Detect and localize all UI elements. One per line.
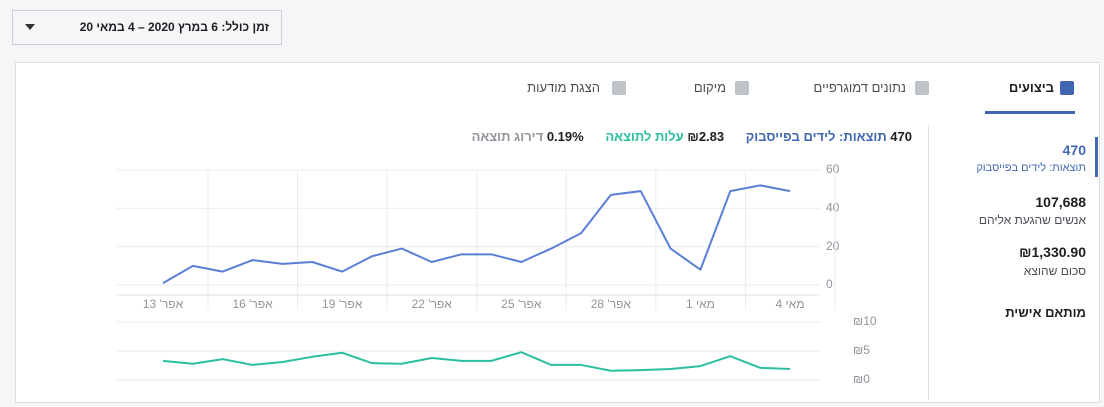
y-tick-label: 40 <box>826 201 840 215</box>
date-range-button[interactable]: זמן כולל: 6 במרץ 2020 – 4 במאי 20 <box>12 10 282 45</box>
x-tick-label: מאי 4 <box>776 297 805 311</box>
y-tick-label: 60 <box>826 162 840 176</box>
tab-icon <box>1060 81 1074 95</box>
headline-label: עלות לתוצאה <box>605 129 684 144</box>
x-tick-label: מאי 1 <box>686 297 715 311</box>
metric-value[interactable]: 470 <box>1062 142 1086 158</box>
tab[interactable]: נתונים דמוגרפיים <box>813 80 906 95</box>
selected-indicator <box>1095 137 1098 177</box>
y-tick-label: ₪10 <box>853 314 877 328</box>
series-line <box>162 184 791 284</box>
tab-icon <box>612 81 626 95</box>
tab[interactable]: הצגת מודעות <box>527 80 600 95</box>
tab-icon <box>735 81 749 95</box>
series-line <box>162 351 791 372</box>
metric-value[interactable]: 107,688 <box>1035 194 1086 210</box>
y-tick-label: 20 <box>826 239 840 253</box>
tab-icon <box>915 81 929 95</box>
headline-value: 470 <box>890 129 912 144</box>
metric-label: סכום שהוצא <box>1023 264 1086 278</box>
date-range: זמן כולל: 6 במרץ 2020 – 4 במאי 20 <box>79 20 269 34</box>
x-tick-label: אפר' 28 <box>591 297 632 311</box>
headline-label: דירוג תוצאה <box>471 129 544 144</box>
x-tick-label: אפר' 16 <box>232 297 273 311</box>
card <box>15 62 1100 403</box>
x-tick-label: אפר' 22 <box>412 297 453 311</box>
metric-label: אנשים שהגעת אליהם <box>978 213 1086 227</box>
x-tick-label: אפר' 13 <box>143 297 184 311</box>
tab[interactable]: מיקום <box>693 80 726 95</box>
headline: 470 תוצאות: לידים בפייסבוק ₪2.83 עלות לת… <box>472 129 912 144</box>
headline-value: ₪2.83 <box>687 129 725 144</box>
custom-metric[interactable]: מותאם אישית <box>1005 305 1086 320</box>
metric-label: תוצאות: לידים בפייסבוק <box>976 162 1086 174</box>
headline-value: 0.19% <box>546 129 584 144</box>
y-tick-label: ₪0 <box>853 372 870 386</box>
separator <box>928 125 929 400</box>
metric-value[interactable]: ₪1,330.90 <box>1019 244 1086 260</box>
y-tick-label: ₪5 <box>853 343 870 357</box>
tab-underline <box>985 111 1075 114</box>
tab[interactable]: ביצועים <box>1008 80 1054 95</box>
dropdown-arrow <box>25 24 35 30</box>
y-tick-label: 0 <box>826 277 833 291</box>
x-tick-label: אפר' 19 <box>322 297 363 311</box>
x-tick-label: אפר' 25 <box>501 297 542 311</box>
headline-label: תוצאות: לידים בפייסבוק <box>745 129 887 144</box>
